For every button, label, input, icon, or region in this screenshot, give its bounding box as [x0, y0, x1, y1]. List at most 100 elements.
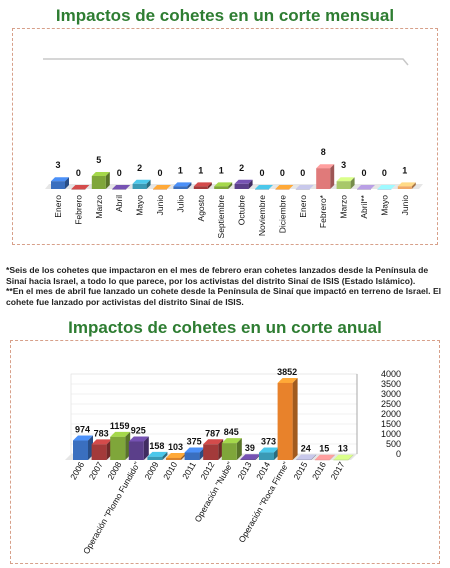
bar-monthly — [112, 185, 131, 190]
bar-annual — [314, 454, 335, 461]
footnote-april: **En el mes de abril fue lanzado un cohe… — [6, 286, 442, 307]
x-tick-label: Octubre — [237, 195, 247, 226]
bar-monthly — [255, 185, 273, 190]
x-tick-label: 2017 — [329, 460, 347, 482]
data-label: 1 — [178, 165, 183, 175]
y-tick-label: 500 — [386, 439, 401, 449]
x-tick-label: 2007 — [87, 460, 105, 482]
x-tick-label: Marzo — [339, 195, 349, 219]
data-label: 0 — [117, 168, 122, 178]
bar-monthly — [153, 185, 171, 190]
bar-monthly — [91, 172, 110, 189]
data-label: 3 — [341, 160, 346, 170]
bar-monthly — [397, 182, 416, 189]
x-tick-label: Julio — [175, 195, 185, 213]
y-tick-label: 3000 — [381, 389, 401, 399]
footnotes: *Seis de los cohetes que impactaron en e… — [6, 265, 446, 307]
monthly-chart-title: Impactos de cohetes en un corte mensual — [55, 6, 395, 25]
x-tick-label: 2016 — [310, 460, 328, 482]
data-label: 373 — [261, 437, 276, 447]
bar-monthly — [214, 182, 233, 189]
data-label: 15 — [319, 444, 329, 454]
bar-annual — [296, 454, 317, 461]
y-tick-label: 2000 — [381, 409, 401, 419]
bar-monthly — [275, 185, 294, 190]
x-tick-label: Diciembre — [277, 195, 287, 234]
data-label: 39 — [245, 443, 255, 453]
bar-annual — [277, 377, 298, 460]
y-tick-label: 1000 — [381, 429, 401, 439]
data-label: 2 — [137, 163, 142, 173]
x-tick-label: 2011 — [180, 460, 198, 481]
x-tick-label: 2012 — [198, 460, 216, 482]
data-label: 375 — [187, 437, 202, 447]
bar-annual — [128, 436, 149, 460]
data-label: 1 — [198, 165, 203, 175]
monthly-chart-panel: 3 Enero 0 Febrero 5 Marzo 0 Abril 2 Mayo 0 Junio 1 Ju… — [12, 28, 438, 245]
data-label: 0 — [157, 168, 162, 178]
bar-monthly — [295, 185, 314, 190]
bar-annual — [221, 438, 242, 460]
x-tick-label: Mayo — [135, 195, 145, 216]
x-tick-label: Abril — [114, 195, 124, 212]
y-tick-label: 2500 — [381, 399, 401, 409]
data-label: 8 — [321, 147, 326, 157]
x-tick-label: 2014 — [254, 460, 272, 482]
y-tick-label: 4000 — [381, 369, 401, 379]
x-tick-label: Noviembre — [257, 195, 267, 236]
x-tick-label: 2006 — [68, 460, 86, 482]
data-label: 5 — [96, 155, 101, 165]
bar-monthly — [51, 177, 69, 189]
x-tick-label: 2015 — [291, 460, 309, 482]
footnote-february: *Seis de los cohetes que impactaron en e… — [6, 265, 429, 286]
data-label: 0 — [300, 168, 305, 178]
x-tick-label: Junio — [400, 195, 410, 216]
bar-annual — [73, 435, 93, 460]
data-label: 787 — [205, 428, 220, 438]
x-tick-label: 2008 — [105, 460, 123, 482]
bar-monthly — [234, 179, 253, 189]
data-label: 0 — [76, 168, 81, 178]
x-tick-label: Marzo — [94, 195, 104, 219]
data-label: 1 — [219, 165, 224, 175]
bar-monthly — [173, 182, 192, 189]
x-tick-label: Enero — [298, 195, 308, 218]
bar-annual — [203, 439, 224, 460]
data-label: 158 — [149, 441, 164, 451]
bar-annual — [147, 451, 168, 460]
data-label: 1 — [402, 165, 407, 175]
data-label: 103 — [168, 442, 183, 452]
chart-top-frame — [43, 58, 409, 66]
data-label: 845 — [224, 427, 239, 437]
x-tick-label: Febrero* — [318, 194, 328, 228]
x-tick-label: Abril** — [359, 194, 369, 218]
bar-monthly — [336, 177, 355, 189]
y-tick-label: 1500 — [381, 419, 401, 429]
data-label: 925 — [131, 426, 146, 436]
bar-monthly — [193, 182, 212, 189]
bar-annual — [333, 454, 354, 461]
data-label: 0 — [361, 168, 366, 178]
annual-chart-title: Impactos de cohetes en un corte anual — [68, 318, 382, 337]
data-label: 974 — [75, 425, 90, 435]
bar-monthly — [357, 185, 375, 190]
x-tick-label: Enero — [53, 195, 63, 218]
x-tick-label: Agosto — [196, 195, 206, 222]
data-label: 0 — [382, 168, 387, 178]
x-tick-label: Septiembre — [216, 195, 226, 239]
data-label: 0 — [280, 168, 285, 178]
data-label: 2 — [239, 163, 244, 173]
data-label: 13 — [338, 444, 348, 454]
x-tick-label: 2013 — [236, 460, 254, 482]
x-tick-label: 2009 — [143, 460, 161, 482]
bar-monthly — [132, 179, 151, 189]
data-label: 24 — [301, 444, 311, 454]
data-label: 783 — [94, 428, 109, 438]
data-label: 0 — [259, 168, 264, 178]
y-tick-label: 0 — [396, 449, 401, 459]
x-tick-label: Mayo — [379, 195, 389, 216]
bar-annual — [91, 439, 112, 460]
bar-monthly — [71, 185, 90, 190]
monthly-chart: 3 Enero 0 Febrero 5 Marzo 0 Abril 2 Mayo 0 Junio 1 Ju… — [43, 58, 423, 239]
